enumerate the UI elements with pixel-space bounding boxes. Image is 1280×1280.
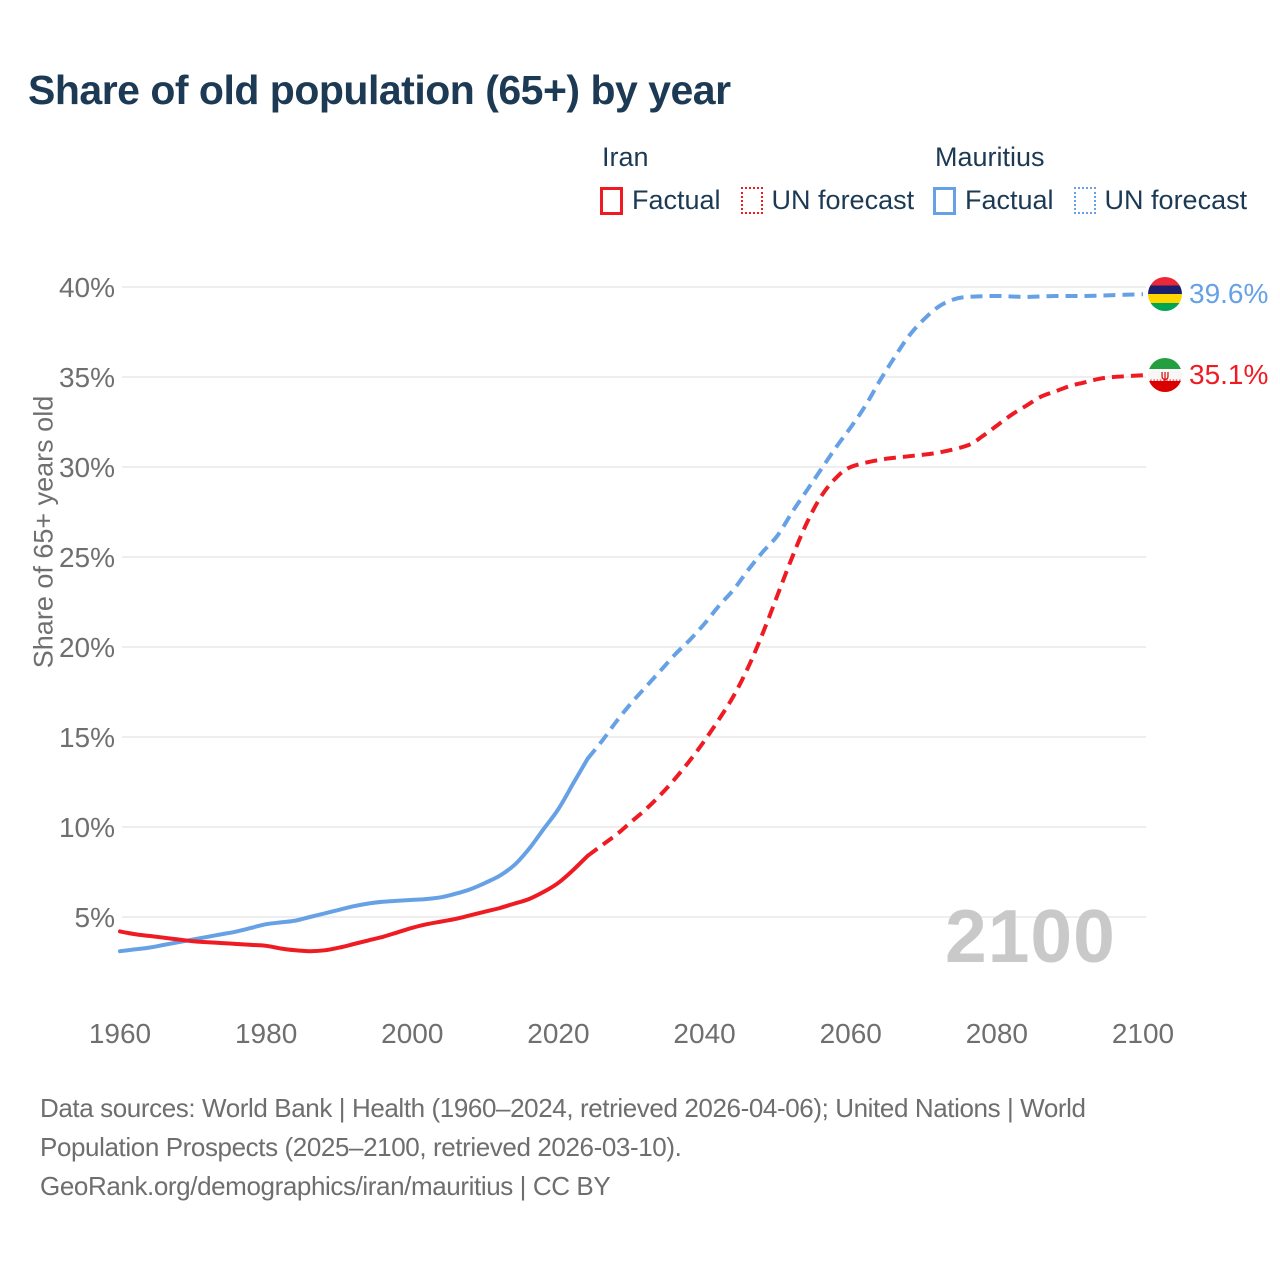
series-line-mauritius-factual <box>118 756 590 954</box>
legend-swatch-mauritius-forecast <box>1073 187 1096 215</box>
y-tick-label: 40% <box>59 272 115 303</box>
series-line-mauritius-forecast <box>586 292 1144 760</box>
legend-country-label: Mauritius <box>935 142 1045 172</box>
footer-line-sources: Data sources: World Bank | Health (1960–… <box>40 1093 1086 1123</box>
iran-flag-icon: ψ <box>1148 358 1182 392</box>
y-tick-label: 25% <box>59 542 115 573</box>
legend-group-mauritius: Mauritius Factual UN forecast <box>933 142 1267 216</box>
x-tick-label: 1980 <box>235 1018 297 1049</box>
series-line-iran-factual <box>118 853 590 954</box>
legend-group-iran: Iran Factual UN forecast <box>600 142 934 216</box>
legend-row: Factual UN forecast <box>600 185 934 216</box>
series-line-iran-forecast <box>586 373 1144 858</box>
x-tick-label: 2040 <box>673 1018 735 1049</box>
end-label-mauritius: 39.6% <box>1147 276 1268 312</box>
y-tick-label: 15% <box>59 722 115 753</box>
legend-swatch-iran-factual <box>600 186 623 215</box>
legend-item-mauritius-factual: Factual <box>965 185 1054 216</box>
legend-row: Factual UN forecast <box>933 185 1267 216</box>
y-tick-label: 5% <box>75 902 115 933</box>
svg-text:ψ: ψ <box>1161 369 1170 384</box>
legend-item-iran-factual: Factual <box>632 185 721 216</box>
footer-line-sources-2: Population Prospects (2025–2100, retriev… <box>40 1132 682 1162</box>
watermark-year: 2100 <box>945 894 1116 978</box>
y-tick-label: 10% <box>59 812 115 843</box>
end-value-iran: 35.1% <box>1189 359 1269 390</box>
x-tick-label: 1960 <box>89 1018 151 1049</box>
mauritius-flag-icon <box>1148 277 1182 311</box>
legend-swatch-iran-forecast <box>740 187 763 215</box>
x-tick-label: 2080 <box>966 1018 1028 1049</box>
end-value-mauritius: 39.6% <box>1189 278 1269 309</box>
footer: Data sources: World Bank | Health (1960–… <box>40 1089 1086 1206</box>
y-tick-label: 20% <box>59 632 115 663</box>
legend-item-iran-forecast: UN forecast <box>771 185 915 216</box>
legend-country-label: Iran <box>602 142 649 172</box>
x-tick-label: 2000 <box>381 1018 443 1049</box>
x-tick-label: 2020 <box>527 1018 589 1049</box>
page-title: Share of old population (65+) by year <box>28 67 731 113</box>
x-tick-label: 2060 <box>820 1018 882 1049</box>
end-label-iran: ψ 35.1% <box>1147 357 1268 393</box>
x-tick-label: 2100 <box>1112 1018 1174 1049</box>
y-tick-label: 30% <box>59 452 115 483</box>
legend-swatch-mauritius-factual <box>933 186 956 215</box>
y-tick-label: 35% <box>59 362 115 393</box>
footer-line-attribution: GeoRank.org/demographics/iran/mauritius … <box>40 1171 611 1201</box>
legend-item-mauritius-forecast: UN forecast <box>1104 185 1248 216</box>
